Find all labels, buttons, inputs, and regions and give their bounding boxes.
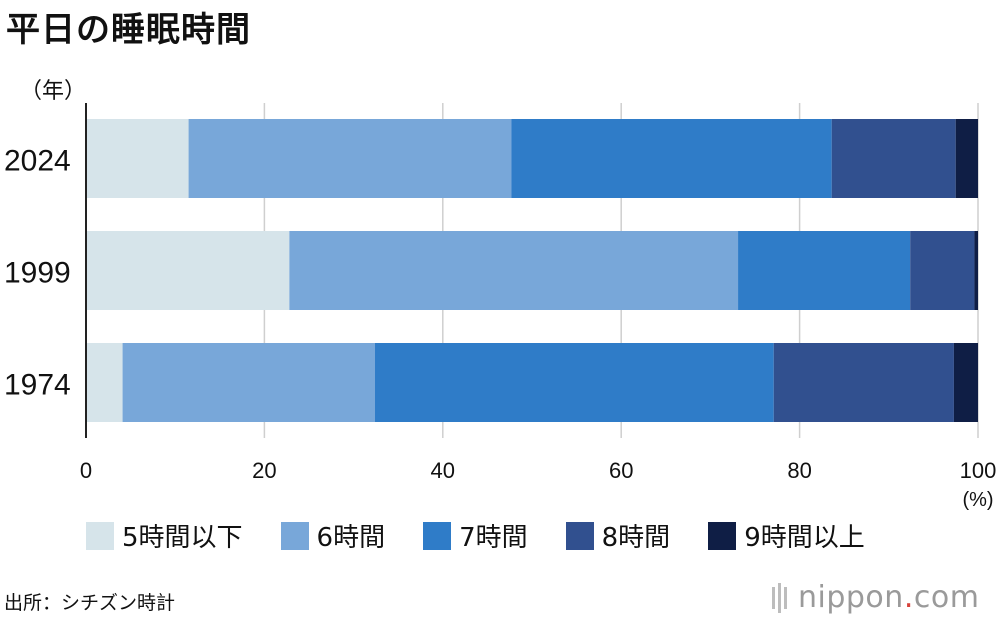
stacked-bar-chart: 2024 1999 1974 0 20 40 60 80 100 (%) （年） — [4, 79, 997, 511]
bar-segment — [831, 119, 956, 198]
source-note: 出所：シチズン時計 — [4, 592, 176, 614]
legend-label: 7時間 — [459, 523, 528, 553]
logo-bars-icon — [772, 582, 790, 613]
x-tick-label: 60 — [609, 458, 633, 483]
legend-label: 9時間以上 — [744, 523, 865, 553]
logo-suffix: com — [913, 580, 980, 615]
bar-segment — [375, 343, 774, 422]
bar-segment — [910, 231, 975, 310]
legend-swatch — [708, 521, 737, 550]
legend-swatch — [565, 521, 594, 550]
bar-segment — [188, 119, 512, 198]
y-axis-label: （年） — [20, 79, 86, 104]
bar-segment — [974, 231, 978, 310]
bar-segment — [86, 343, 123, 422]
x-tick-label: 20 — [252, 458, 276, 483]
bar-segment — [86, 119, 189, 198]
legend-label: 8時間 — [601, 523, 671, 553]
legend-label: 6時間 — [316, 523, 386, 553]
chart-title: 平日の睡眠時間 — [6, 10, 251, 50]
bar-segment — [511, 119, 832, 198]
legend-item: 6時間 — [280, 517, 386, 554]
bar-segment — [86, 231, 290, 310]
category-label: 1974 — [4, 369, 71, 402]
bar-segment — [738, 231, 911, 310]
chart-legend: 5時間以下 6時間 7時間 8時間 9時間以上 — [86, 517, 903, 554]
logo-dot: . — [903, 580, 914, 615]
bar-segment — [122, 343, 376, 422]
nippon-logo: nippon.com — [772, 580, 979, 615]
bar-segment — [955, 119, 978, 198]
bar-segment — [289, 231, 739, 310]
x-unit-label: (%) — [962, 489, 993, 511]
legend-swatch — [86, 521, 114, 550]
bar-segment — [773, 343, 954, 422]
x-tick-label: 100 — [960, 458, 997, 483]
category-label: 2024 — [4, 145, 71, 178]
legend-item: 5時間以下 — [86, 517, 243, 554]
category-label: 1999 — [4, 257, 71, 290]
legend-item: 7時間 — [423, 517, 528, 554]
legend-swatch — [423, 521, 452, 550]
bar-segment — [953, 343, 978, 422]
x-tick-label: 40 — [431, 458, 455, 483]
legend-item: 8時間 — [565, 517, 671, 554]
legend-item: 9時間以上 — [708, 517, 865, 554]
legend-label: 5時間以下 — [122, 523, 243, 553]
x-tick-label: 0 — [80, 458, 92, 483]
legend-swatch — [280, 521, 309, 550]
x-tick-label: 80 — [787, 458, 811, 483]
logo-prefix: nippon — [798, 580, 904, 615]
